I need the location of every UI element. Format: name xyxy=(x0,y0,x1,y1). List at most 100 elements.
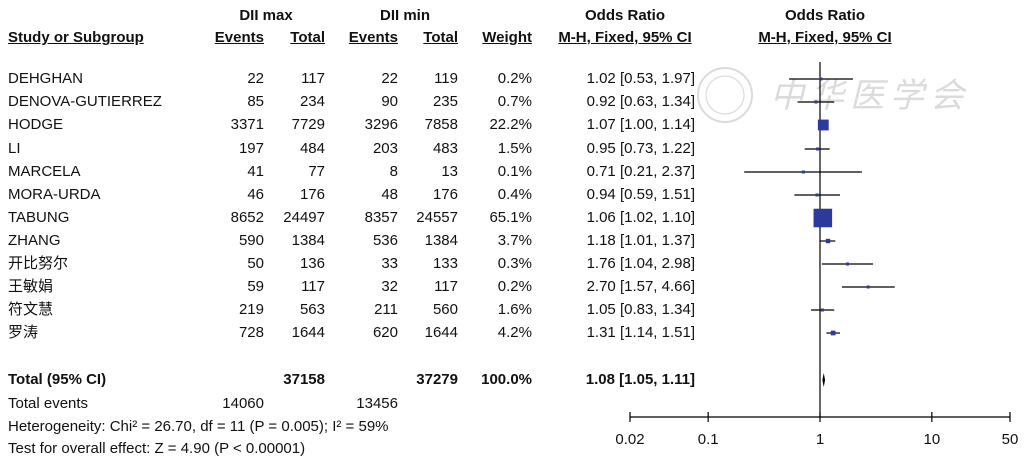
study-e1-cell: 22 xyxy=(247,70,264,87)
study-t1-cell: 77 xyxy=(308,163,325,180)
study-t2-cell: 117 xyxy=(434,278,458,295)
study-ci-cell: 0.71 [0.21, 2.37] xyxy=(586,163,695,180)
study-ci-cell: 1.06 [1.02, 1.10] xyxy=(586,209,695,226)
study-e1-cell: 590 xyxy=(238,232,264,249)
x-tick-label: 50 xyxy=(1002,431,1019,448)
study-e1-cell: 46 xyxy=(247,186,264,203)
study-e1-cell: 219 xyxy=(238,301,264,318)
study-marker xyxy=(801,170,805,174)
study-marker xyxy=(845,262,849,266)
study-marker xyxy=(817,119,829,131)
study-marker xyxy=(825,238,831,244)
study-w-cell: 22.2% xyxy=(489,116,532,133)
total-max-n: 37158 xyxy=(283,371,325,388)
study-name-cell: MORA-URDA xyxy=(8,186,101,203)
group-max-header: DII max xyxy=(239,7,293,24)
plot-title: Odds Ratio xyxy=(784,7,865,24)
study-t2-cell: 176 xyxy=(432,186,458,203)
study-e1-cell: 728 xyxy=(238,324,264,341)
study-e2-cell: 32 xyxy=(381,278,398,295)
study-w-cell: 0.2% xyxy=(497,278,532,295)
study-ci-cell: 1.31 [1.14, 1.51] xyxy=(586,324,695,341)
study-t2-cell: 13 xyxy=(441,163,458,180)
study-e2-cell: 90 xyxy=(381,93,398,110)
study-name-cell: 王敏娟 xyxy=(8,278,54,295)
study-t1-cell: 176 xyxy=(299,186,325,203)
study-t1-cell: 136 xyxy=(299,255,325,272)
total-label: Total (95% CI) xyxy=(8,371,107,388)
study-e2-cell: 22 xyxy=(381,70,398,87)
study-w-cell: 1.6% xyxy=(497,301,532,318)
study-t2-cell: 483 xyxy=(432,140,458,157)
study-t1-cell: 7729 xyxy=(291,116,325,133)
study-t2-cell: 24557 xyxy=(416,209,458,226)
total-events-label: Total events xyxy=(8,395,89,412)
x-tick-label: 1 xyxy=(816,431,824,448)
study-e1-cell: 50 xyxy=(247,255,264,272)
svg-text:中华医学会: 中华医学会 xyxy=(770,76,970,116)
study-t2-cell: 235 xyxy=(432,93,458,110)
study-w-cell: 65.1% xyxy=(489,209,532,226)
study-w-cell: 0.1% xyxy=(497,163,532,180)
study-e2-cell: 620 xyxy=(372,324,398,341)
study-t2-cell: 119 xyxy=(434,70,458,87)
total-min-header: Total xyxy=(423,29,458,46)
study-name-cell: TABUNG xyxy=(8,209,70,226)
study-ci-cell: 1.07 [1.00, 1.14] xyxy=(586,116,695,133)
study-name-cell: MARCELA xyxy=(8,163,81,180)
study-name-cell: LI xyxy=(8,140,21,157)
total-weight: 100.0% xyxy=(481,371,532,388)
x-tick-label: 10 xyxy=(923,431,940,448)
study-e1-cell: 85 xyxy=(247,93,264,110)
group-min-header: DII min xyxy=(379,7,430,24)
summary-diamond xyxy=(822,373,826,387)
study-ci-cell: 0.95 [0.73, 1.22] xyxy=(586,140,695,157)
study-t1-cell: 484 xyxy=(299,140,325,157)
study-t2-cell: 560 xyxy=(432,301,458,318)
study-w-cell: 0.4% xyxy=(497,186,532,203)
study-e2-cell: 536 xyxy=(372,232,398,249)
study-name-cell: 罗涛 xyxy=(8,324,39,341)
study-w-cell: 1.5% xyxy=(497,140,532,157)
study-e2-cell: 33 xyxy=(381,255,398,272)
study-t1-cell: 24497 xyxy=(283,209,325,226)
study-t1-cell: 234 xyxy=(299,93,325,110)
study-e2-cell: 8357 xyxy=(364,209,398,226)
study-ci-cell: 1.02 [0.53, 1.97] xyxy=(586,70,695,87)
weight-header: Weight xyxy=(482,29,532,46)
overall-effect-text: Test for overall effect: Z = 4.90 (P < 0… xyxy=(8,440,306,457)
study-ci-cell: 1.05 [0.83, 1.34] xyxy=(586,301,695,318)
heterogeneity-text: Heterogeneity: Chi² = 26.70, df = 11 (P … xyxy=(8,418,389,435)
study-t1-cell: 117 xyxy=(301,278,325,295)
study-marker xyxy=(816,147,820,151)
total-events-max: 14060 xyxy=(222,395,264,412)
study-t2-cell: 1644 xyxy=(424,324,458,341)
study-t1-cell: 1644 xyxy=(291,324,325,341)
study-t1-cell: 1384 xyxy=(291,232,325,249)
x-tick-label: 0.02 xyxy=(615,431,644,448)
study-e1-cell: 41 xyxy=(247,163,264,180)
total-ci: 1.08 [1.05, 1.11] xyxy=(585,371,695,388)
total-min-n: 37279 xyxy=(416,371,458,388)
study-t2-cell: 7858 xyxy=(424,116,458,133)
study-ci-cell: 1.18 [1.01, 1.37] xyxy=(586,232,695,249)
study-w-cell: 0.2% xyxy=(497,70,532,87)
study-name-cell: DEHGHAN xyxy=(8,70,84,87)
study-marker xyxy=(830,330,836,336)
study-column-header: Study or Subgroup xyxy=(8,29,144,46)
study-name-cell: HODGE xyxy=(8,116,64,133)
study-name-cell: 开比努尔 xyxy=(8,255,69,272)
study-w-cell: 3.7% xyxy=(497,232,532,249)
study-e1-cell: 3371 xyxy=(230,116,264,133)
study-ci-cell: 0.92 [0.63, 1.34] xyxy=(586,93,695,110)
study-e1-cell: 8652 xyxy=(230,209,264,226)
or-column-method: M-H, Fixed, 95% CI xyxy=(558,29,692,46)
study-ci-cell: 2.70 [1.57, 4.66] xyxy=(586,278,695,295)
x-tick-label: 0.1 xyxy=(698,431,719,448)
study-e2-cell: 48 xyxy=(381,186,398,203)
study-marker xyxy=(819,77,823,81)
study-name-cell: 符文慧 xyxy=(8,301,54,318)
study-e2-cell: 203 xyxy=(372,140,398,157)
study-marker xyxy=(820,308,824,312)
study-e2-cell: 8 xyxy=(389,163,398,180)
